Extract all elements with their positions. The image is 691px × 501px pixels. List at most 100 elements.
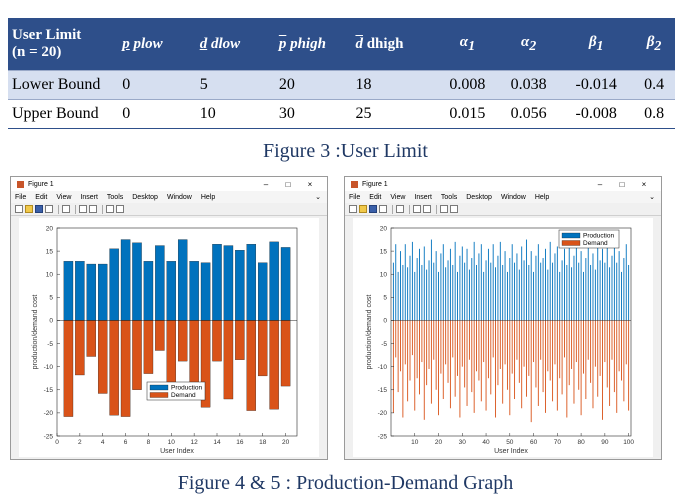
title-bar[interactable]: Figure 1 – □ × [11,177,327,191]
production-bar [606,241,608,321]
menu-desktop[interactable]: Desktop [132,193,158,201]
production-bar [476,264,477,321]
menu-insert[interactable]: Insert [414,193,432,201]
demand-bar [75,320,85,376]
demand-bar [628,320,630,411]
colorbar-icon[interactable] [413,205,421,213]
minimize-button[interactable]: – [597,179,603,189]
property-editor-icon[interactable] [116,205,124,213]
production-bar [504,251,506,321]
demand-bar [542,320,544,393]
y-tick-label: -20 [378,410,388,417]
demand-bar [594,320,596,367]
production-bar [257,262,268,321]
demand-bar [504,320,506,365]
pointer-icon[interactable] [440,205,448,213]
row-label: Lower Bound [8,70,119,100]
property-editor-icon[interactable] [450,205,458,213]
menu-tools[interactable]: Tools [106,193,124,201]
production-bar [568,244,570,321]
maximize-button[interactable]: □ [285,179,291,189]
demand-bar [407,320,409,402]
production-bar [485,260,487,321]
menu-edit[interactable]: Edit [369,193,382,201]
menu-window[interactable]: Window [166,193,192,201]
menu-help[interactable]: Help [534,193,550,201]
minimize-button[interactable]: – [263,179,269,189]
header-alpha1: α1 [436,18,499,71]
menu-edit[interactable]: Edit [35,193,48,201]
pointer-icon[interactable] [106,205,114,213]
toolbar-separator [75,204,76,214]
close-button[interactable]: × [641,179,647,189]
menu-view[interactable]: View [56,193,72,201]
production-bar [143,261,154,321]
new-figure-icon[interactable] [15,205,23,213]
link-plot-icon[interactable] [62,205,70,213]
colorbar-icon[interactable] [79,205,87,213]
close-button[interactable]: × [307,179,313,189]
demand-bar [120,320,131,417]
production-bar [86,263,97,321]
production-bar [132,242,142,321]
toolbar-separator [409,204,410,214]
menu-insert[interactable]: Insert [80,193,98,201]
production-bar [120,239,131,321]
plot-area: 20 15 10 5 0 -5 -10 -15 -20 -25 0 2 4 6 8 10 12 14 16 18 20 U… [11,216,327,459]
production-bar [423,246,425,321]
production-bar [521,246,523,321]
print-icon[interactable] [379,205,387,213]
toolbar-separator [102,204,103,214]
production-bar [499,241,501,321]
production-bar [426,269,428,321]
production-bar [549,241,551,321]
production-bar [566,264,568,321]
y-tick-label: -15 [378,387,388,394]
menu-help[interactable]: Help [200,193,216,201]
menu-file[interactable]: File [15,193,27,201]
open-file-icon[interactable] [359,205,367,213]
menu-view[interactable]: View [390,193,406,201]
y-axis-label: production/demand cost [32,295,39,370]
menu-tools[interactable]: Tools [440,193,458,201]
demand-bar [492,320,494,358]
production-bar [419,248,420,321]
cell-dhigh: 25 [351,99,437,129]
demand-bar [523,320,525,367]
demand-bar [616,320,618,413]
x-tick-label: 6 [124,439,128,446]
production-bar [269,241,279,321]
link-plot-icon[interactable] [396,205,404,213]
demand-bar [109,320,119,416]
y-tick-label: 15 [380,248,388,255]
table-header-row: User Limit (n = 20) p plow d dlow p phig… [8,18,675,71]
new-figure-icon[interactable] [349,205,357,213]
production-bar [466,248,468,321]
production-bar [402,264,404,321]
figure-window-1[interactable]: Figure 1 – □ × File Edit View Insert Too… [10,176,328,460]
y-tick-label: 10 [380,272,388,279]
menu-desktop[interactable]: Desktop [466,193,492,201]
y-tick-label: -10 [378,364,388,371]
menu-window[interactable]: Window [500,193,526,201]
figure-window-2[interactable]: Figure 1 – □ × File Edit View Insert Too… [344,176,662,460]
save-icon[interactable] [35,205,43,213]
menu-file[interactable]: File [349,193,361,201]
save-icon[interactable] [369,205,377,213]
cell-alpha1: 0.008 [436,70,499,100]
demand-bar [583,320,584,374]
production-bar [599,260,601,321]
print-icon[interactable] [45,205,53,213]
menu-overflow-chevron-icon[interactable]: ⌄ [649,194,655,201]
legend-icon[interactable] [89,205,97,213]
open-file-icon[interactable] [25,205,33,213]
maximize-button[interactable]: □ [619,179,625,189]
legend-icon[interactable] [423,205,431,213]
menu-overflow-chevron-icon[interactable]: ⌄ [315,194,321,201]
window-title: Figure 1 [362,180,388,188]
title-bar[interactable]: Figure 1 – □ × [345,177,661,191]
y-tick-label: -5 [381,341,387,348]
production-bar [200,262,211,321]
